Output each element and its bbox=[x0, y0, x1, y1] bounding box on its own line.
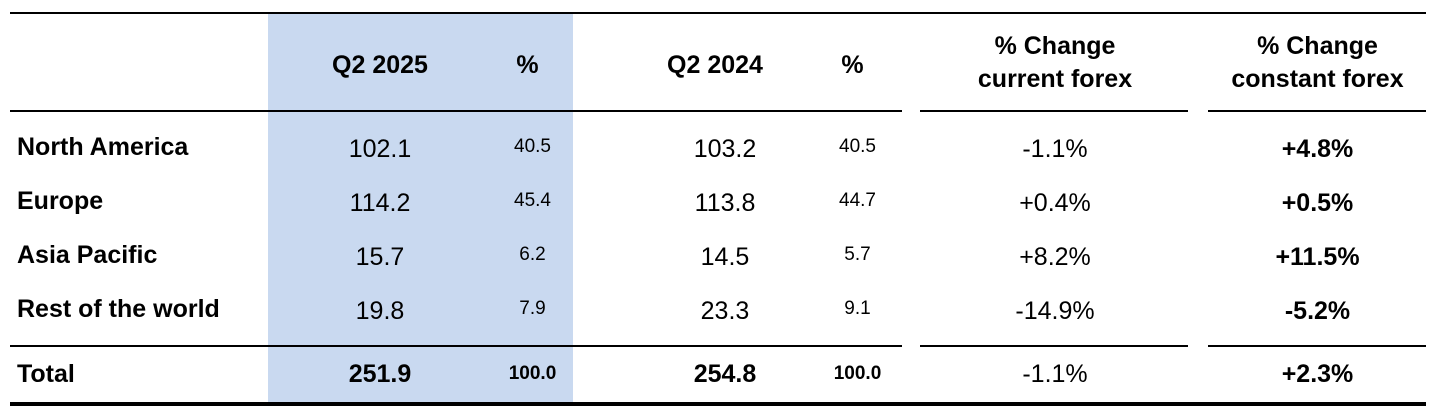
cell-pct-2025: 40.5 bbox=[514, 136, 551, 157]
header-rule-left bbox=[10, 110, 902, 112]
header-rule-current-forex bbox=[920, 110, 1188, 112]
cell-change-constant-forex: +4.8% bbox=[1281, 134, 1354, 163]
q2-2025-highlight-band bbox=[268, 14, 573, 404]
cell-change-constant-forex: +11.5% bbox=[1275, 242, 1360, 271]
total-q2-2024: 254.8 bbox=[693, 359, 757, 388]
cell-pct-2024: 44.7 bbox=[839, 190, 876, 211]
header-rule-constant-forex bbox=[1208, 110, 1426, 112]
header-q2-2025: Q2 2025 bbox=[332, 50, 428, 79]
cell-pct-2024: 5.7 bbox=[844, 244, 871, 265]
total-q2-2025: 251.9 bbox=[348, 359, 412, 388]
cell-pct-2024: 9.1 bbox=[844, 298, 871, 319]
cell-pct-2025: 45.4 bbox=[514, 190, 551, 211]
cell-change-current-forex: -1.1% bbox=[1022, 134, 1088, 163]
total-rule-current-forex bbox=[920, 345, 1188, 347]
cell-change-current-forex: +8.2% bbox=[1019, 242, 1091, 271]
cell-change-constant-forex: -5.2% bbox=[1284, 296, 1351, 325]
cell-change-current-forex: +0.4% bbox=[1019, 188, 1091, 217]
bottom-rule bbox=[10, 402, 1426, 406]
header-q2-2024: Q2 2024 bbox=[667, 50, 763, 79]
total-rule-constant-forex bbox=[1208, 345, 1426, 347]
header-pct-2025: % bbox=[516, 50, 539, 79]
cell-q2-2025: 15.7 bbox=[355, 242, 405, 271]
header-change-current-forex: % Change current forex bbox=[977, 32, 1133, 93]
cell-pct-2025: 7.9 bbox=[519, 298, 546, 319]
row-label-europe: Europe bbox=[17, 186, 104, 215]
cell-change-constant-forex: +0.5% bbox=[1281, 188, 1354, 217]
cell-q2-2024: 103.2 bbox=[693, 134, 757, 163]
header-change-constant-forex: % Change constant forex bbox=[1231, 32, 1404, 93]
cell-q2-2025: 114.2 bbox=[349, 188, 411, 217]
cell-change-current-forex: -14.9% bbox=[1015, 296, 1095, 325]
total-rule-left bbox=[10, 345, 902, 347]
total-change-constant-forex: +2.3% bbox=[1281, 359, 1354, 388]
cell-pct-2025: 6.2 bbox=[519, 244, 546, 265]
cell-q2-2025: 102.1 bbox=[348, 134, 412, 163]
cell-q2-2024: 23.3 bbox=[700, 296, 750, 325]
cell-q2-2025: 19.8 bbox=[355, 296, 405, 325]
cell-q2-2024: 14.5 bbox=[700, 242, 750, 271]
top-rule bbox=[10, 12, 1426, 14]
cell-q2-2024: 113.8 bbox=[694, 188, 756, 217]
header-pct-2024: % bbox=[841, 50, 864, 79]
total-pct-2025: 100.0 bbox=[508, 363, 557, 384]
row-label-rest-of-world: Rest of the world bbox=[17, 294, 220, 323]
cell-pct-2024: 40.5 bbox=[839, 136, 876, 157]
row-label-asia-pacific: Asia Pacific bbox=[17, 240, 158, 269]
total-change-current-forex: -1.1% bbox=[1022, 359, 1088, 388]
total-pct-2024: 100.0 bbox=[833, 363, 882, 384]
row-label-total: Total bbox=[17, 359, 75, 388]
row-label-north-america: North America bbox=[17, 132, 189, 161]
